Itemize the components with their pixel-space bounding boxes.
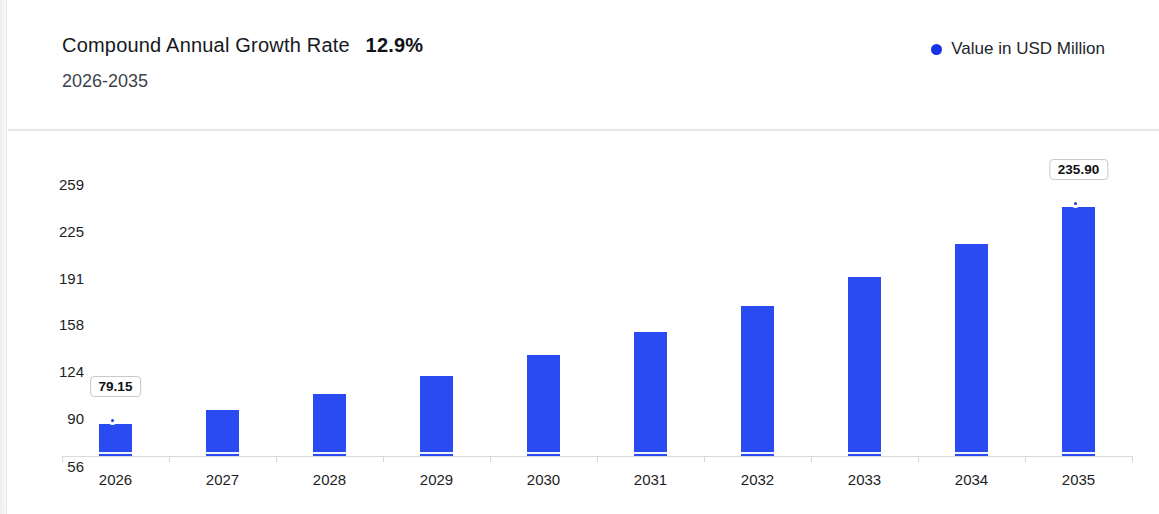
bar-chart-area: 5690124158191225259202620272028202920302… (0, 131, 1159, 514)
x-axis-category-label: 2027 (169, 472, 276, 488)
chart-header: Compound Annual Growth Rate 12.9% 2026-2… (62, 34, 423, 92)
data-point-value-label: 235.90 (1049, 159, 1108, 180)
y-axis-tick-label: 259 (0, 177, 84, 193)
x-axis-category-label: 2030 (490, 472, 597, 488)
bar-base-stripe (955, 452, 988, 454)
subtitle-years: 2026-2035 (62, 71, 423, 92)
x-axis-category-label: 2029 (383, 472, 490, 488)
x-axis-category-label: 2028 (276, 472, 383, 488)
bar-base-stripe (206, 452, 239, 454)
bar[interactable] (420, 376, 453, 456)
bar-base-stripe (99, 452, 132, 454)
bar-base-stripe (527, 452, 560, 454)
bar-base-stripe (848, 452, 881, 454)
x-axis-category-label: 2034 (918, 472, 1025, 488)
x-axis-category-label: 2026 (62, 472, 169, 488)
title-text: Compound Annual Growth Rate (62, 34, 350, 56)
bar[interactable] (313, 394, 346, 456)
bar-base-stripe (634, 452, 667, 454)
bar[interactable] (848, 277, 881, 456)
bar[interactable] (1062, 207, 1095, 456)
cagr-value: 12.9% (366, 34, 424, 56)
data-point-value-label: 79.15 (90, 376, 142, 397)
x-axis-category-label: 2033 (811, 472, 918, 488)
legend-item[interactable]: Value in USD Million (931, 39, 1105, 59)
y-axis-tick-label: 225 (0, 224, 84, 240)
bar[interactable] (741, 306, 774, 456)
bar[interactable] (206, 410, 239, 456)
x-axis-tick (597, 456, 598, 462)
x-axis-tick (918, 456, 919, 462)
x-axis-tick (811, 456, 812, 462)
y-axis-tick-label: 158 (0, 317, 84, 333)
x-axis-category-label: 2032 (704, 472, 811, 488)
x-axis-tick (1025, 456, 1026, 462)
bar[interactable] (527, 355, 560, 456)
y-axis-tick-label: 124 (0, 364, 84, 380)
page-title: Compound Annual Growth Rate 12.9% (62, 34, 423, 57)
bar-base-stripe (741, 452, 774, 454)
x-axis-tick (1132, 456, 1133, 462)
legend-label: Value in USD Million (951, 39, 1105, 59)
x-axis-tick (704, 456, 705, 462)
x-axis-category-label: 2035 (1025, 472, 1132, 488)
bar-base-stripe (420, 452, 453, 454)
x-axis-tick (169, 456, 170, 462)
bar[interactable] (955, 244, 988, 456)
x-axis-tick (276, 456, 277, 462)
bar-base-stripe (313, 452, 346, 454)
bar[interactable] (99, 424, 132, 456)
y-axis-tick-label: 191 (0, 271, 84, 287)
bar[interactable] (634, 332, 667, 456)
x-axis-category-label: 2031 (597, 472, 704, 488)
legend-dot-icon (931, 44, 942, 55)
chart-card: Compound Annual Growth Rate 12.9% 2026-2… (0, 0, 1159, 514)
y-axis-tick-label: 90 (0, 411, 84, 427)
bar-base-stripe (1062, 452, 1095, 454)
x-axis-tick (490, 456, 491, 462)
x-axis-tick (383, 456, 384, 462)
